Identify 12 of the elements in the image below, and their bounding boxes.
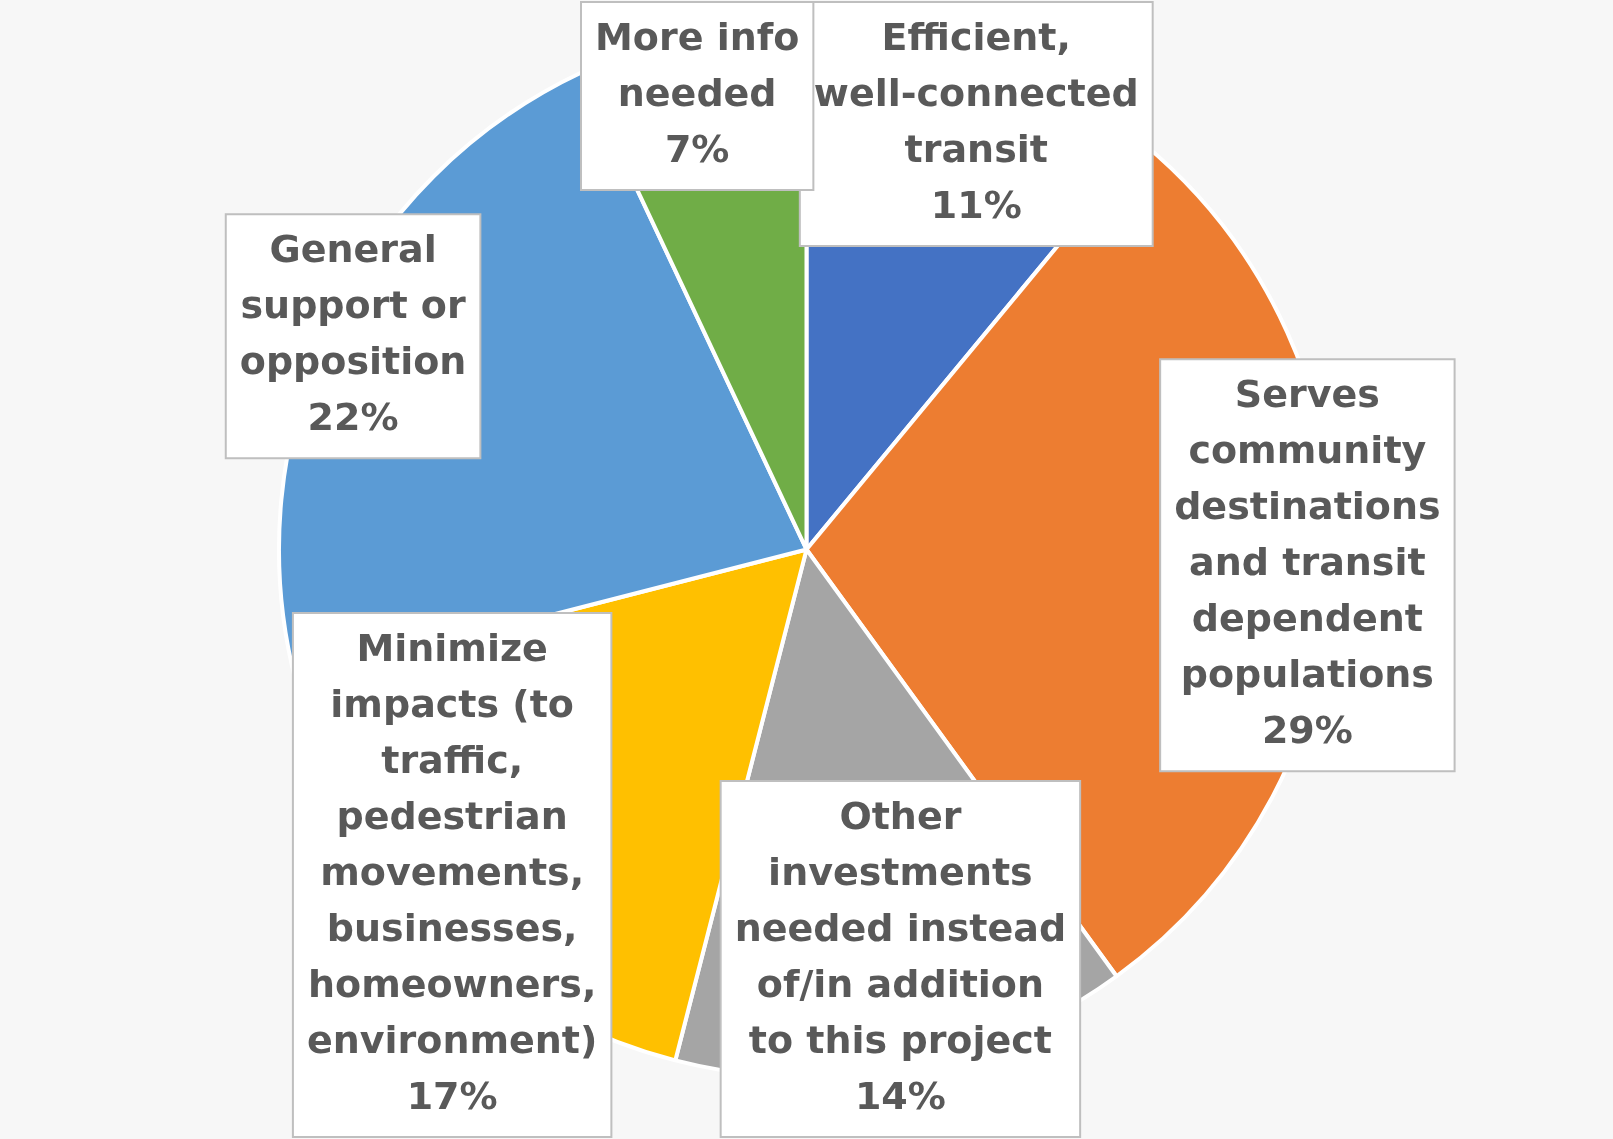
slice-label: More info needed: [594, 14, 800, 115]
slice-label: Efficient, well-connected transit: [813, 14, 1139, 171]
data-label: 14%: [854, 1073, 946, 1118]
data-label: 17%: [406, 1073, 498, 1118]
slice-label: Other investments needed instead of/in addition to this project: [734, 793, 1067, 1062]
data-label: 22%: [307, 395, 399, 440]
slice-label: Serves community destinations and transit dependent populations: [1174, 372, 1441, 697]
slice-label: Minimize impacts (to traffic, pedestrian movements, businesses, homeowners, environment): [306, 625, 598, 1062]
data-label: 7%: [664, 126, 730, 171]
data-label: 29%: [1261, 708, 1353, 753]
data-label: 11%: [930, 182, 1022, 227]
slice-label: General support or opposition: [239, 227, 467, 384]
